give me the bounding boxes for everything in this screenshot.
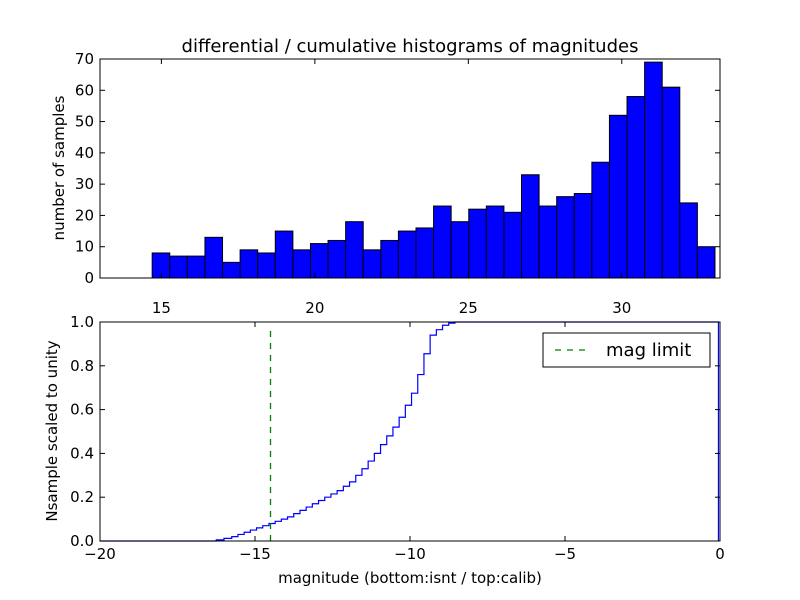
histogram-bar <box>186 255 206 279</box>
x-tick-label: 0 <box>715 545 725 563</box>
histogram-bar <box>169 255 188 279</box>
histogram-bar <box>274 230 294 279</box>
y-tick-label: 1.0 <box>70 313 94 331</box>
histogram-bar <box>591 161 610 279</box>
y-tick-label: 0.2 <box>70 488 94 506</box>
histogram-bar <box>661 86 681 279</box>
x-tick-label: 20 <box>305 299 324 317</box>
histogram-bar <box>204 236 224 279</box>
y-tick-label: 20 <box>75 206 94 224</box>
histogram-bar <box>257 252 276 279</box>
top-plot-frame <box>99 58 721 279</box>
histogram-bar <box>397 230 417 279</box>
histogram-bar <box>415 227 435 279</box>
top-histogram-panel: 0 10 20 30 40 50 60 70 15 20 25 30 number of sampl… <box>50 50 721 317</box>
top-x-axis-ticks: 15 20 25 30 <box>152 59 631 317</box>
histogram-bar <box>644 61 663 279</box>
histogram-bar <box>696 246 716 279</box>
histogram-bar <box>433 205 452 279</box>
bottom-x-axis-ticks: −20 −15 −10 −5 0 <box>84 322 725 563</box>
y-tick-label: 30 <box>75 175 94 193</box>
histogram-bar <box>222 261 241 279</box>
bottom-plot-lines <box>100 321 720 542</box>
bottom-cumulative-panel: 0.0 0.2 0.4 0.6 0.8 1.0 −20 −15 −10 −5 0 magnitud… <box>43 313 725 587</box>
histogram-bar <box>309 243 329 279</box>
x-tick-label: −15 <box>239 545 271 563</box>
histogram-bar <box>292 249 311 279</box>
histogram-bar <box>345 221 364 279</box>
y-tick-label: 0.8 <box>70 357 94 375</box>
x-tick-label: 15 <box>152 299 171 317</box>
legend: mag limit <box>542 332 711 368</box>
y-tick-label: 50 <box>75 113 94 131</box>
histogram-bar <box>362 249 382 279</box>
top-y-axis-ticks: 0 10 20 30 40 50 60 70 <box>75 50 720 287</box>
y-tick-label: 0 <box>84 269 94 287</box>
histogram-bar <box>556 196 575 279</box>
histogram-bar <box>573 193 593 279</box>
bottom-y-axis-label: Nsample scaled to unity <box>43 340 61 521</box>
x-tick-label: 25 <box>459 299 478 317</box>
histogram-bar <box>503 211 523 279</box>
histogram-bar <box>538 205 558 279</box>
bottom-x-axis-label: magnitude (bottom:isnt / top:calib) <box>278 569 542 587</box>
histogram-bar <box>485 205 505 279</box>
y-tick-label: 0.4 <box>70 444 94 462</box>
histogram-bar <box>468 208 487 279</box>
x-tick-label: −20 <box>84 545 116 563</box>
y-tick-label: 0.0 <box>70 532 94 550</box>
y-tick-label: 40 <box>75 144 94 162</box>
histogram-bar <box>450 221 470 279</box>
y-tick-label: 0.6 <box>70 401 94 419</box>
y-tick-label: 70 <box>75 50 94 68</box>
top-histogram-bars <box>151 61 716 279</box>
chart-title: differential / cumulative histograms of … <box>182 36 639 57</box>
bottom-y-axis-ticks: 0.0 0.2 0.4 0.6 0.8 1.0 <box>70 313 720 550</box>
histogram-bar <box>679 202 698 279</box>
histogram-bar <box>327 239 347 279</box>
histogram-bar <box>380 239 399 279</box>
histogram-bar <box>239 249 259 279</box>
histogram-bar <box>626 96 646 279</box>
y-tick-label: 10 <box>75 238 94 256</box>
legend-label-mag-limit: mag limit <box>606 340 691 361</box>
x-tick-label: −5 <box>554 545 576 563</box>
y-tick-label: 60 <box>75 81 94 99</box>
x-tick-label: −10 <box>394 545 426 563</box>
histogram-bar <box>521 174 540 279</box>
top-y-axis-label: number of samples <box>50 95 68 240</box>
cumulative-step-line <box>100 321 719 542</box>
x-tick-label: 30 <box>612 299 631 317</box>
histogram-bar <box>608 114 628 279</box>
